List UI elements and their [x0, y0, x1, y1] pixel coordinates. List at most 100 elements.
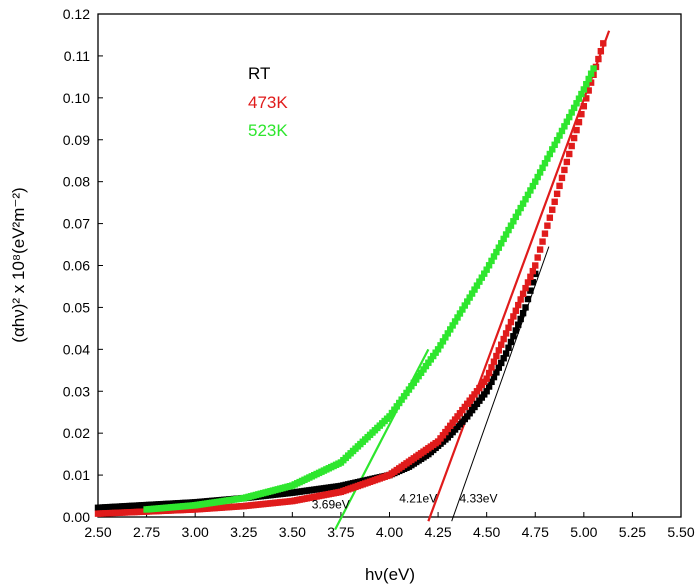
- data-point: [449, 322, 456, 329]
- data-point: [595, 55, 602, 63]
- data-point: [432, 349, 439, 356]
- data-point: [583, 95, 590, 102]
- data-point: [558, 127, 566, 135]
- data-point: [553, 190, 561, 198]
- data-point: [580, 103, 588, 110]
- data-point: [585, 75, 592, 83]
- data-point: [517, 204, 524, 212]
- data-point: [519, 290, 527, 297]
- legend-item-473k: 473K: [248, 93, 288, 112]
- data-point: [568, 142, 575, 150]
- data-point: [510, 218, 517, 225]
- y-tick-label: 0.02: [63, 425, 90, 441]
- y-tick-label: 0.08: [63, 174, 90, 190]
- data-point: [473, 282, 481, 289]
- data-point: [444, 330, 451, 337]
- x-tick-label: 3.50: [279, 524, 306, 540]
- x-tick-label: 5.50: [667, 524, 694, 540]
- data-point: [485, 369, 493, 377]
- data-point: [500, 235, 507, 243]
- data-point: [485, 383, 493, 390]
- data-point: [408, 383, 415, 390]
- data-point: [515, 209, 522, 216]
- series-473k: [94, 40, 607, 517]
- data-point: [568, 109, 575, 116]
- x-tick-label: 4.00: [376, 524, 403, 540]
- data-point: [417, 369, 425, 377]
- y-tick-label: 0.10: [63, 90, 90, 106]
- data-point: [515, 301, 522, 309]
- data-point: [393, 403, 400, 410]
- data-point: [519, 309, 527, 317]
- x-axis-label: hν(eV): [365, 565, 415, 584]
- data-point: [600, 40, 607, 47]
- data-point: [498, 341, 505, 348]
- data-point: [415, 372, 422, 380]
- data-point: [483, 388, 490, 395]
- data-point: [505, 324, 512, 331]
- data-point: [456, 310, 464, 317]
- data-point: [563, 118, 571, 125]
- data-point: [510, 313, 517, 320]
- data-point: [549, 146, 556, 153]
- data-point: [447, 326, 454, 333]
- x-tick-label: 3.75: [327, 524, 354, 540]
- data-point: [556, 132, 563, 139]
- data-point: [437, 342, 444, 349]
- data-point: [498, 359, 505, 367]
- data-point: [507, 222, 515, 229]
- x-tick-label: 3.25: [230, 524, 257, 540]
- data-point: [466, 294, 473, 301]
- data-point: [544, 155, 551, 162]
- data-point: [502, 350, 510, 357]
- x-tick-label: 4.75: [522, 524, 549, 540]
- data-point: [558, 174, 566, 182]
- data-point: [512, 327, 520, 334]
- data-point: [468, 290, 476, 297]
- data-point: [510, 333, 517, 340]
- data-point: [580, 86, 588, 93]
- data-point: [495, 347, 503, 354]
- y-tick-label: 0.11: [64, 48, 90, 64]
- data-point: [517, 296, 524, 303]
- x-tick-label: 5.25: [619, 524, 646, 540]
- data-point: [502, 330, 510, 337]
- data-point: [583, 81, 590, 88]
- data-point: [573, 100, 580, 107]
- data-point: [498, 240, 505, 247]
- x-tick-label: 4.25: [424, 524, 451, 540]
- data-point: [483, 266, 490, 273]
- legend-item-523k: 523K: [248, 121, 288, 140]
- band-gap-annotation: 3.69eV: [312, 498, 350, 512]
- data-point: [544, 222, 551, 229]
- data-point: [459, 306, 466, 313]
- data-point: [495, 364, 503, 371]
- data-point: [430, 352, 437, 360]
- data-point: [534, 173, 541, 181]
- data-point: [464, 298, 471, 305]
- data-point: [522, 196, 529, 203]
- y-tick-label: 0.06: [63, 258, 90, 274]
- data-point: [527, 187, 534, 194]
- data-point: [405, 386, 413, 393]
- y-axis-label: (αhν)² x 10⁸(eV²m⁻²): [9, 187, 28, 342]
- x-tick-label: 2.50: [84, 524, 111, 540]
- data-point: [476, 278, 483, 285]
- data-point: [454, 314, 461, 321]
- data-point: [505, 344, 512, 351]
- data-point: [500, 335, 507, 343]
- data-point: [561, 123, 568, 130]
- data-point: [575, 95, 583, 102]
- data-point: [546, 150, 554, 158]
- y-tick-label: 0.07: [63, 216, 90, 232]
- data-point: [515, 321, 522, 328]
- y-tick-label: 0.09: [63, 132, 90, 148]
- data-point: [549, 206, 556, 213]
- data-point: [512, 213, 520, 221]
- data-point: [517, 315, 524, 323]
- data-point: [425, 359, 432, 366]
- data-point: [524, 191, 532, 199]
- data-point: [570, 104, 578, 112]
- y-tick-label: 0.01: [63, 467, 90, 483]
